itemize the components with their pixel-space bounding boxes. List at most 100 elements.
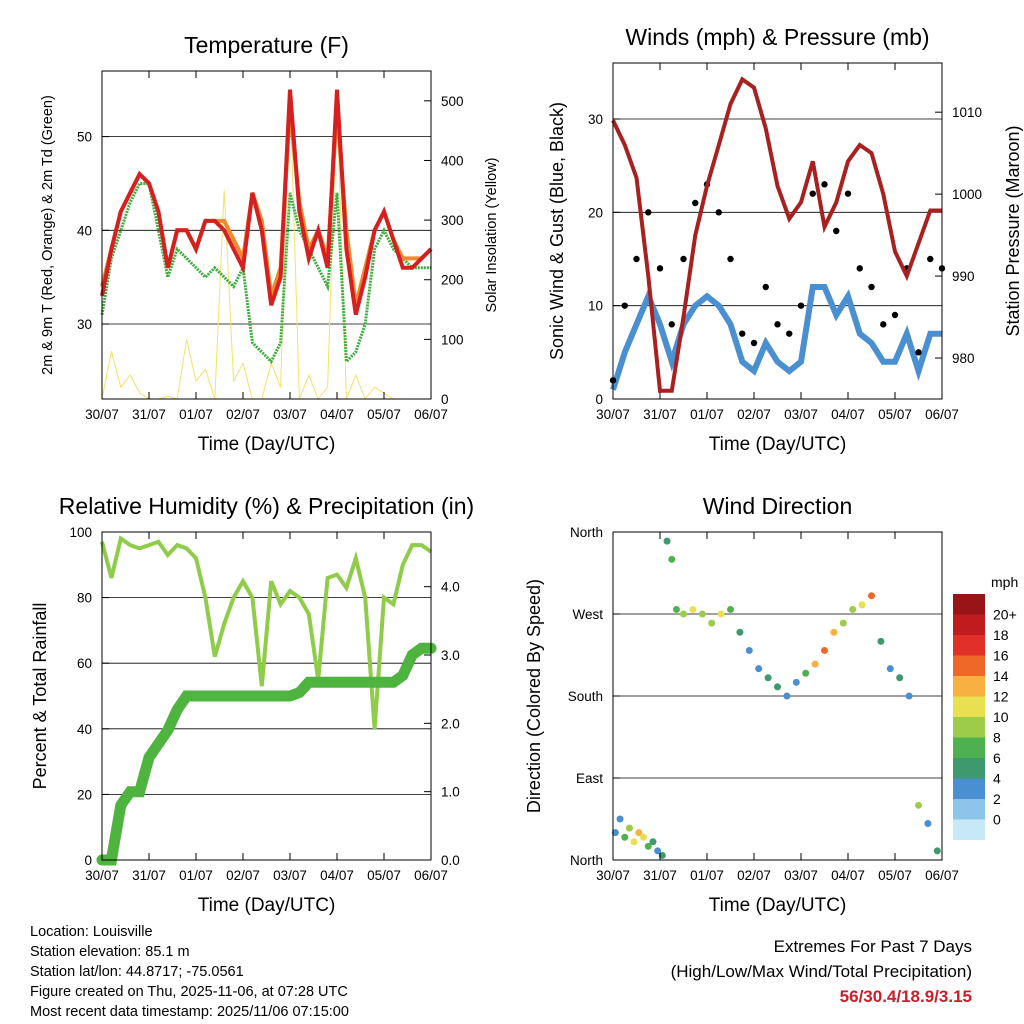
y-tick-label: 40 [77,722,92,737]
panel-title: Wind Direction [703,493,853,519]
y2-tick-label: 990 [952,269,975,284]
direction-point [611,829,619,837]
legend-label: 10 [993,709,1009,725]
direction-point [708,619,716,627]
gust-point [844,190,852,197]
gust-point [821,181,828,188]
total-precipitation-line [96,642,437,866]
y2-tick-label: 0 [441,392,449,407]
x-tick-label: 02/07 [226,407,260,422]
direction-point [649,838,657,846]
extremes-subtitle: (High/Low/Max Wind/Total Precipitation) [670,962,972,981]
x-axis-label: Time (Day/UTC) [709,434,847,455]
legend-label: 16 [993,648,1009,664]
x-tick-label: 30/07 [596,868,630,883]
y-tick-label: West [572,607,603,622]
y-tick-label: 20 [588,205,603,220]
direction-point [830,628,838,636]
legend-swatch [953,717,985,738]
gust-point [891,311,899,319]
latlon-text: Station lat/lon: 44.8717; -75.0561 [30,964,244,980]
gust-point [833,227,840,235]
x-tick-label: 04/07 [320,407,354,422]
direction-point [672,605,680,613]
gust-point [856,265,863,272]
legend-swatch [953,778,985,799]
x-tick-label: 06/07 [925,407,959,422]
y-tick-label: North [570,853,603,868]
gust-point [750,339,758,347]
direction-point [644,842,652,850]
gust-point [680,255,687,263]
direction-point [896,674,904,682]
direction-point [654,847,662,855]
plot-frame-2 [101,531,432,861]
legend-label: 12 [993,689,1009,705]
legend-label: 20+ [993,607,1017,623]
x-tick-label: 30/07 [85,407,119,422]
x-tick-label: 06/07 [925,868,959,883]
station-pressure-line [611,76,942,393]
y-axis-label-left: 2m & 9m T (Red, Orange) & 2m Td (Green) [40,95,56,375]
y2-tick-label: 1000 [952,187,982,202]
panel-title: Winds (mph) & Pressure (mb) [625,24,929,50]
created-text: Figure created on Thu, 2025-11-06, at 07… [30,984,348,1000]
gust-point [668,321,675,328]
gust-point [692,199,699,207]
y2-tick-label: 1.0 [441,785,460,800]
gust-points [609,181,946,384]
direction-point [792,678,800,686]
location-text: Location: Louisville [30,924,153,940]
sonic-wind-line [610,284,942,391]
legend-label: 14 [993,668,1009,684]
direction-point [663,537,671,545]
gust-point [645,209,652,216]
legend-label: 8 [993,730,1001,746]
legend-label: 6 [993,750,1001,766]
x-tick-label: 31/07 [643,407,677,422]
legend-label: 0 [993,812,1001,828]
gust-point [880,321,887,328]
y2-tick-label: 300 [441,213,464,228]
direction-point [640,833,648,841]
y2-tick-label: 0.0 [441,853,460,868]
extremes-box: Extremes For Past 7 Days (High/Low/Max W… [671,934,972,1009]
direction-point [736,628,744,636]
x-tick-label: 01/07 [690,407,724,422]
temp-2m-line [100,89,433,316]
x-tick-label: 30/07 [596,407,630,422]
y-tick-label: 50 [77,130,92,145]
gust-point [786,330,793,337]
direction-point [764,674,772,682]
gust-point [915,349,922,356]
x-tick-label: 03/07 [273,868,307,883]
x-tick-label: 06/07 [414,868,448,883]
x-tick-label: 02/07 [226,868,260,883]
direction-point [727,605,734,613]
legend-label: 18 [993,627,1009,643]
y2-tick-label: 500 [441,94,464,109]
x-tick-label: 02/07 [737,868,771,883]
legend-label: 2 [993,791,1001,807]
direction-point [858,601,866,609]
x-tick-label: 31/07 [643,868,677,883]
direction-point [774,683,781,691]
extremes-values: 56/30.4/18.9/3.15 [839,987,972,1006]
legend-swatch [953,676,985,697]
y-tick-label: 0 [595,392,603,407]
y-tick-label: 30 [588,112,603,127]
plot-frame-1 [612,62,943,400]
gust-point [797,302,805,309]
y-tick-label: 60 [77,656,92,671]
gust-point [762,283,769,291]
direction-point [689,605,697,613]
direction-point [924,820,932,828]
y-tick-label: North [570,525,603,540]
elevation-text: Station elevation: 85.1 m [30,944,190,960]
direction-point [886,665,894,673]
station-info: Location: Louisville Station elevation: … [30,922,349,1022]
y-tick-label: 30 [77,317,92,332]
y-tick-label: 20 [77,787,92,802]
direction-point [717,610,725,618]
y2-tick-label: 4.0 [441,580,460,595]
